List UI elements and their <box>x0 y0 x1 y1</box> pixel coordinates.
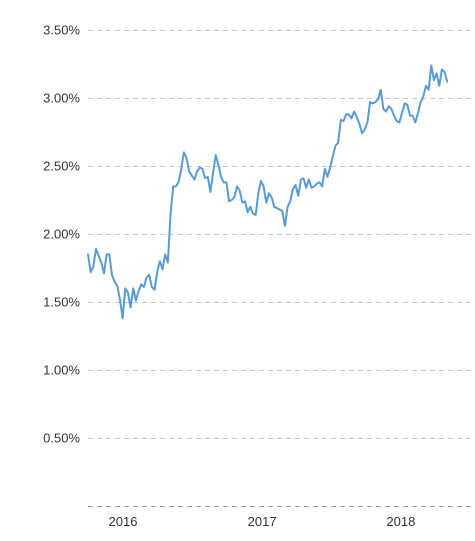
series-layer <box>87 64 449 320</box>
y-tick-label: 1.00% <box>43 363 80 378</box>
y-tick-label: 3.50% <box>43 23 80 38</box>
x-axis: 2016 2017 2018 <box>109 514 416 529</box>
y-axis: 0.50% 1.00% 1.50% 2.00% 2.50% 3.00% 3.50% <box>43 23 80 446</box>
y-tick-label: 0.50% <box>43 431 80 446</box>
series-line <box>87 64 449 320</box>
x-tick-label: 2017 <box>248 514 277 529</box>
y-tick-label: 2.00% <box>43 227 80 242</box>
y-tick-label: 1.50% <box>43 295 80 310</box>
x-tick-label: 2018 <box>386 514 415 529</box>
grid <box>88 30 475 439</box>
y-tick-label: 3.00% <box>43 91 80 106</box>
x-tick-label: 2016 <box>109 514 138 529</box>
y-tick-label: 2.50% <box>43 159 80 174</box>
